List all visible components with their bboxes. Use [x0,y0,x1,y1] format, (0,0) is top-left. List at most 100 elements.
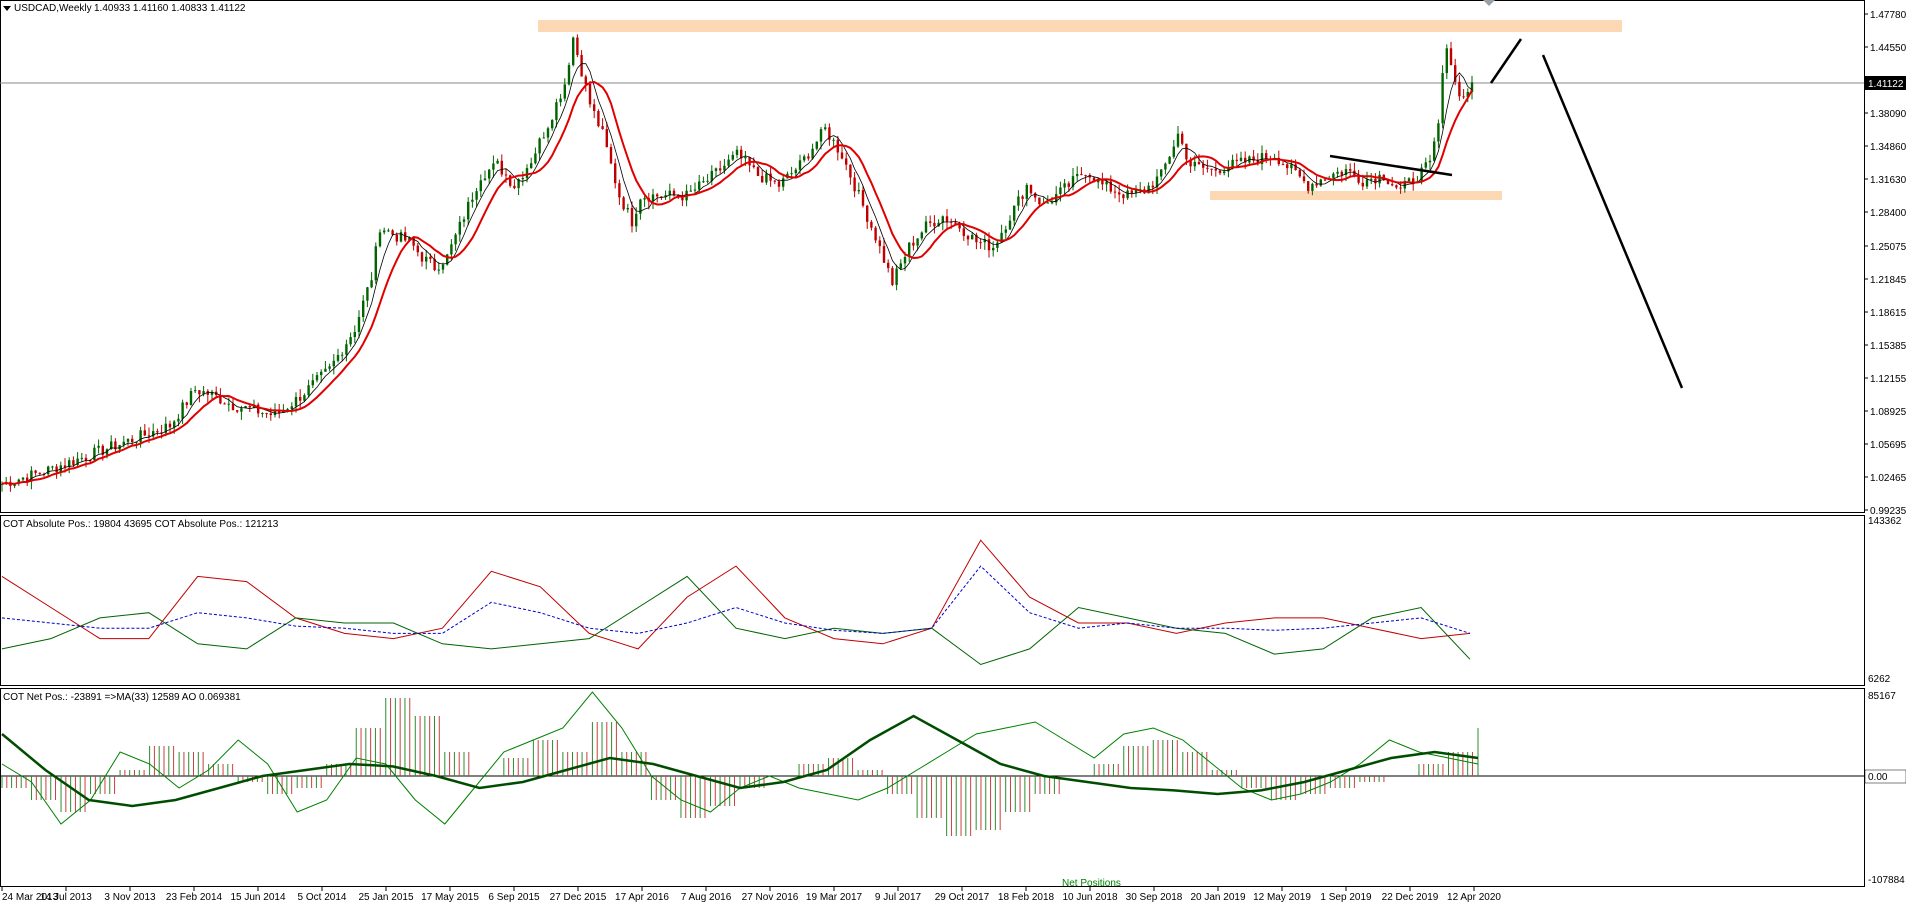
candle-body [240,408,243,412]
candle-body [1244,157,1247,163]
candle-body [345,344,348,355]
candle-body [996,242,999,248]
candle-body [626,208,629,210]
candle-body [185,402,188,405]
cot-net-zero: 0.00 [1868,772,1888,783]
candle-body [1252,156,1255,161]
candle-body [958,223,961,229]
candle-body [181,402,184,419]
time-tick-label: 17 Apr 2016 [615,892,669,903]
candle-body [1290,164,1293,169]
candle-body [601,126,604,130]
candle-body [929,221,932,223]
candle-body [651,194,655,202]
candle-body [824,127,827,130]
candle-body [496,160,499,164]
candle-body [294,397,298,407]
candle-body [538,138,541,154]
candle-body [509,175,512,186]
candle-body [1059,187,1062,195]
candle-body [21,477,25,480]
candle-body [727,159,730,166]
candle-body [1185,143,1188,160]
candle-body [328,366,331,369]
candle-body [1105,181,1108,185]
candle-body [1084,175,1087,177]
candle-body [572,37,575,66]
cot-abs-label: COT Absolute Pos.: 19804 43695 COT Absol… [3,519,279,530]
candle-body [160,432,163,434]
cot-noncommercial-line [1,575,1471,666]
candle-body [1172,146,1175,157]
price-axis: 1.47780 1.44550 1.38090 1.34860 1.31630 1.284… [1864,10,1906,517]
candle-body [1235,159,1238,161]
candle-body [1281,164,1285,166]
candle-body [55,466,58,473]
candle-body [908,242,911,257]
candle-body [954,222,957,224]
candle-body [395,234,398,242]
candle-body [471,199,474,202]
candle-body [206,391,209,395]
candle-body [1399,187,1402,189]
candle-body [530,163,533,169]
candle-body [17,479,20,484]
candle-body [118,444,121,450]
dropdown-triangle-icon[interactable] [3,6,11,11]
candle-body [975,234,978,243]
candle-body [76,458,79,465]
candle-body [1361,182,1364,187]
candle-body [731,154,734,160]
candle-body [899,263,902,269]
candle-body [34,470,37,473]
candle-body [1395,185,1398,188]
candle-body [97,445,100,448]
candle-body [1189,159,1192,167]
time-tick-label: 9 Jul 2017 [875,892,922,903]
candle-body [593,104,596,111]
candle-body [853,177,856,192]
candle-body [857,190,860,192]
candle-body [68,460,71,468]
time-tick-label: 20 Jan 2019 [1190,892,1245,903]
candle-body [51,466,54,468]
candle-body [1071,176,1075,187]
candle-body [135,441,138,443]
candle-body [84,457,88,461]
time-tick-label: 30 Sep 2018 [1126,892,1183,903]
candle-body [664,195,667,198]
time-tick-label: 5 Oct 2014 [298,892,347,903]
candle-body [454,234,457,245]
candle-body [941,216,944,223]
price-tick-label: 0.99235 [1870,506,1906,517]
candle-body [719,168,722,171]
time-tick-label: 1 Sep 2019 [1320,892,1372,903]
candle-body [1319,179,1322,186]
candle-body [1118,192,1121,195]
candle-body [966,235,970,240]
candle-body [1458,81,1461,97]
candle-body [534,153,537,164]
candle-body [290,406,293,410]
cot-net-label: COT Net Pos.: -23891 =>MA(33) 12589 AO 0… [3,692,241,703]
candle-body [912,242,915,246]
cot-abs-min: 6262 [1868,674,1891,685]
candle-body [521,178,524,180]
candle-body [189,391,193,405]
candle-body [412,237,415,246]
candle-body [1462,96,1465,98]
price-tick-label: 1.18615 [1870,308,1906,319]
candle-body [1424,162,1427,168]
candle-body [1046,202,1049,204]
candle-body [500,160,503,175]
candle-body [1298,170,1301,177]
candle-body [1092,177,1096,183]
candle-body [450,244,453,255]
price-tick-label: 1.21845 [1870,275,1906,286]
candle-body [383,230,386,233]
candle-body [811,148,814,159]
candle-body [790,173,793,175]
candle-body [1315,183,1318,186]
candle-body [257,404,260,414]
candle-body [1223,171,1226,174]
